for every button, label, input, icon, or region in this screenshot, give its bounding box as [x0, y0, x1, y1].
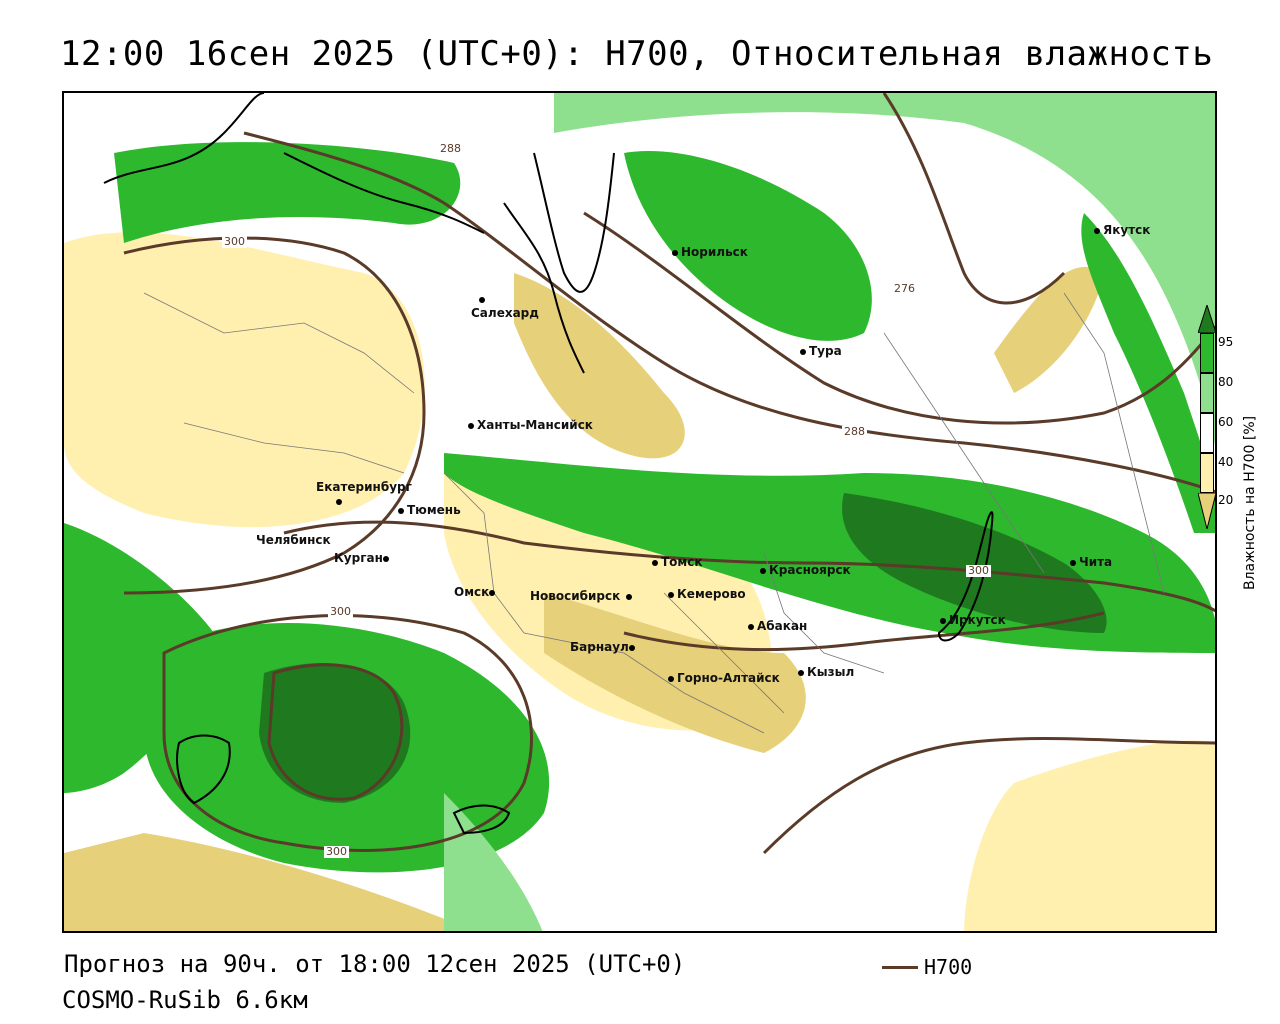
- city-marker-icon: [489, 589, 496, 596]
- legend-arrow-up-icon: [1198, 305, 1217, 333]
- moist-band-north-east: [554, 93, 1215, 446]
- lake-baikal: [937, 511, 994, 642]
- city-marker-icon: [468, 422, 474, 429]
- moist-band-ne: [624, 151, 872, 341]
- isoline-300-east: [623, 611, 1105, 652]
- city-yakutsk: Якутск: [1094, 223, 1150, 237]
- city-marker-icon: [382, 555, 389, 562]
- city-omsk: Омск: [454, 585, 498, 599]
- legend-tick: 80: [1218, 375, 1234, 389]
- isoline-swatch: [882, 965, 918, 969]
- city-marker-icon: [1094, 227, 1100, 234]
- city-marker-icon: [748, 623, 754, 630]
- isoline-label: 276: [892, 282, 917, 295]
- coastlines: [103, 93, 994, 835]
- isoline-label: 288: [842, 425, 867, 438]
- legend-swatch-80-95: [1200, 333, 1214, 373]
- isoline-276: [882, 93, 1066, 305]
- city-marker-icon: [668, 675, 674, 682]
- city-norilsk: Норильск: [672, 245, 748, 259]
- moist-band-north: [114, 142, 461, 243]
- city-marker-icon: [336, 498, 342, 505]
- moist-band-central-dark: [842, 493, 1107, 633]
- city-yekaterinburg: Екатеринбург: [316, 480, 412, 508]
- legend-swatch-20-40: [1200, 453, 1214, 493]
- legend-swatch-40-60: [1200, 413, 1214, 453]
- model-name: COSMO-RuSib 6.6км: [62, 986, 308, 1014]
- city-marker-icon: [1070, 559, 1076, 566]
- city-kemerovo: Кемерово: [668, 587, 746, 601]
- legend-tick: 40: [1218, 455, 1234, 469]
- isoline-label: 288: [438, 142, 463, 155]
- city-krasnoyarsk: Красноярск: [760, 563, 851, 577]
- isoline-label: 300: [328, 605, 353, 618]
- city-kurgan: Курган: [334, 551, 392, 565]
- isoline-288-mid: [583, 211, 1215, 425]
- city-marker-icon: [760, 567, 766, 574]
- forecast-info: Прогноз на 90ч. от 18:00 12сен 2025 (UTC…: [64, 950, 686, 978]
- dry-region-east: [994, 266, 1104, 393]
- city-irkutsk: Иркутск: [940, 613, 1006, 627]
- city-barnaul: Барнаул: [570, 640, 638, 654]
- city-marker-icon: [479, 296, 485, 303]
- city-novosibirsk: Новосибирск: [530, 589, 635, 603]
- city-chelyabinsk: Челябинск: [256, 533, 331, 547]
- city-marker-icon: [652, 559, 658, 566]
- dry-region-south: [64, 833, 475, 931]
- moist-band-east-dark: [1081, 213, 1215, 533]
- map-area[interactable]: 288 300 276 288 300 300 300 Норильск Яку…: [62, 91, 1217, 933]
- city-marker-icon: [800, 348, 806, 355]
- city-marker-icon: [628, 644, 635, 651]
- humidity-legend: 95 80 60 40 20: [1198, 305, 1233, 535]
- dry-region-mid: [544, 593, 806, 753]
- isoline-label: 300: [222, 235, 247, 248]
- legend-tick: 95: [1218, 335, 1234, 349]
- isoline-300-central: [283, 520, 1215, 613]
- dry-region-se: [964, 740, 1215, 931]
- city-tura: Тура: [800, 344, 842, 358]
- city-kyzyl: Кызыл: [798, 665, 854, 679]
- legend-tick: 60: [1218, 415, 1234, 429]
- legend-title: Влажность на Н700 [%]: [1242, 415, 1258, 590]
- isoline-label: 300: [966, 564, 991, 577]
- city-khanty-mansiysk: Ханты-Мансийск: [468, 418, 593, 432]
- city-gorno-altaysk: Горно-Алтайск: [668, 671, 780, 685]
- city-marker-icon: [668, 591, 674, 598]
- legend-swatch-60-80: [1200, 373, 1214, 413]
- humidity-field: [64, 93, 1215, 931]
- city-marker-icon: [672, 249, 678, 256]
- isoline-288-north: [243, 131, 1215, 494]
- city-chita: Чита: [1070, 555, 1112, 569]
- isoline-cyclone-inner: [267, 663, 404, 801]
- dry-region-west: [64, 232, 425, 528]
- city-salekhard: Салехард: [471, 292, 539, 320]
- city-tyumen: Тюмень: [398, 503, 461, 517]
- coastline-north: [103, 93, 585, 374]
- caspian-coast: [176, 734, 231, 805]
- dry-region-north: [514, 273, 685, 459]
- region-borders: [143, 292, 1165, 734]
- city-tomsk: Томск: [652, 555, 703, 569]
- isoline-south-east: [762, 737, 1215, 855]
- city-abakan: Абакан: [748, 619, 807, 633]
- moist-band-south: [444, 793, 543, 931]
- aral-coast: [452, 804, 511, 835]
- city-marker-icon: [940, 617, 946, 624]
- legend-arrow-down-icon: [1198, 493, 1217, 529]
- isoline-label: 300: [324, 845, 349, 858]
- moist-band-sw: [64, 523, 214, 793]
- moist-cyclone-core: [259, 663, 411, 803]
- isoline-300-west: [123, 236, 426, 595]
- isoline-legend: Н700: [882, 955, 972, 979]
- city-marker-icon: [798, 669, 804, 676]
- isoline-legend-label: Н700: [924, 955, 973, 979]
- legend-tick: 20: [1218, 493, 1234, 507]
- city-marker-icon: [626, 593, 633, 600]
- coastline-peninsula: [533, 152, 615, 293]
- map-title: 12:00 16сен 2025 (UTC+0): Н700, Относите…: [60, 34, 1214, 74]
- city-marker-icon: [398, 507, 404, 514]
